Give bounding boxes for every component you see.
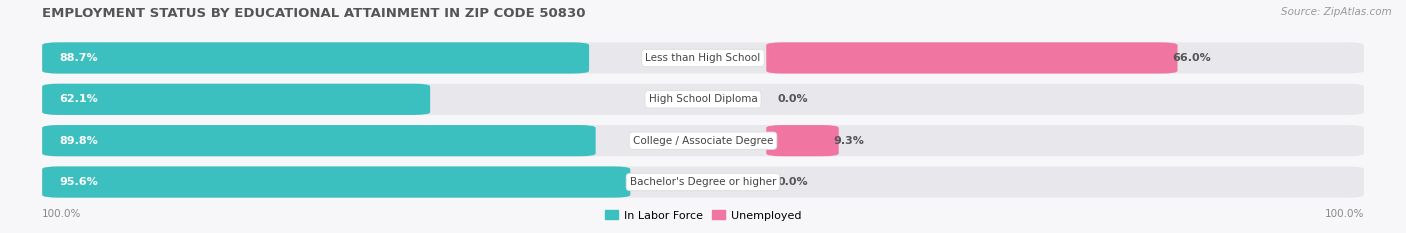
- Text: 100.0%: 100.0%: [42, 209, 82, 219]
- FancyBboxPatch shape: [42, 125, 596, 156]
- Text: Less than High School: Less than High School: [645, 53, 761, 63]
- Text: 66.0%: 66.0%: [1173, 53, 1211, 63]
- Text: 9.3%: 9.3%: [834, 136, 863, 146]
- Text: Bachelor's Degree or higher: Bachelor's Degree or higher: [630, 177, 776, 187]
- Text: 100.0%: 100.0%: [1324, 209, 1364, 219]
- Text: 0.0%: 0.0%: [778, 177, 808, 187]
- Text: Source: ZipAtlas.com: Source: ZipAtlas.com: [1281, 7, 1392, 17]
- FancyBboxPatch shape: [766, 42, 1178, 74]
- FancyBboxPatch shape: [42, 84, 430, 115]
- FancyBboxPatch shape: [766, 125, 839, 156]
- Text: High School Diploma: High School Diploma: [648, 94, 758, 104]
- Text: 95.6%: 95.6%: [59, 177, 98, 187]
- FancyBboxPatch shape: [42, 166, 630, 198]
- FancyBboxPatch shape: [42, 125, 1364, 156]
- Text: 0.0%: 0.0%: [778, 94, 808, 104]
- Text: 89.8%: 89.8%: [59, 136, 98, 146]
- FancyBboxPatch shape: [42, 42, 1364, 74]
- FancyBboxPatch shape: [42, 166, 1364, 198]
- Text: 88.7%: 88.7%: [59, 53, 97, 63]
- Text: 62.1%: 62.1%: [59, 94, 98, 104]
- FancyBboxPatch shape: [42, 84, 1364, 115]
- Text: College / Associate Degree: College / Associate Degree: [633, 136, 773, 146]
- FancyBboxPatch shape: [42, 42, 589, 74]
- Text: EMPLOYMENT STATUS BY EDUCATIONAL ATTAINMENT IN ZIP CODE 50830: EMPLOYMENT STATUS BY EDUCATIONAL ATTAINM…: [42, 7, 586, 20]
- Legend: In Labor Force, Unemployed: In Labor Force, Unemployed: [600, 206, 806, 225]
